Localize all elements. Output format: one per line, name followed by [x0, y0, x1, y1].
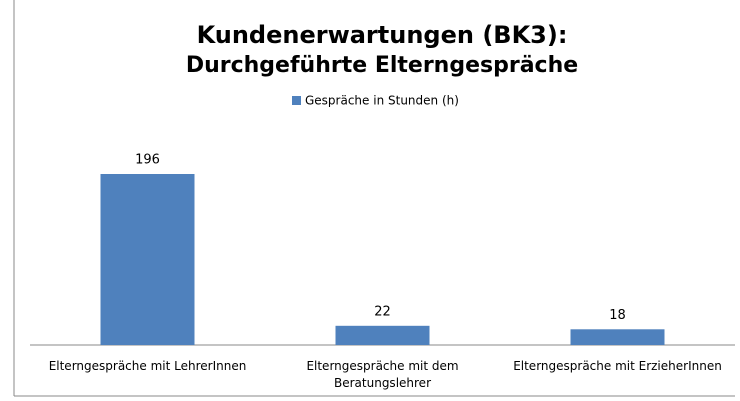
x-tick-label: Elterngespräche mit ErzieherInnen [513, 359, 722, 373]
data-label: 22 [374, 304, 391, 319]
legend-swatch [292, 96, 301, 105]
bar [335, 325, 430, 345]
legend-label: Gespräche in Stunden (h) [305, 94, 459, 108]
x-tick-label: Elterngespräche mit LehrerInnen [48, 359, 247, 373]
bar [100, 174, 195, 345]
x-tick-label: Elterngespräche mit dem Beratungslehrer [306, 359, 459, 390]
bar [570, 329, 665, 345]
chart-title: Durchgeführte Elterngespräche [186, 53, 578, 78]
data-label: 18 [609, 308, 626, 323]
data-label: 196 [135, 153, 160, 168]
chart-title: Kundenerwartungen (BK3): [197, 21, 568, 49]
